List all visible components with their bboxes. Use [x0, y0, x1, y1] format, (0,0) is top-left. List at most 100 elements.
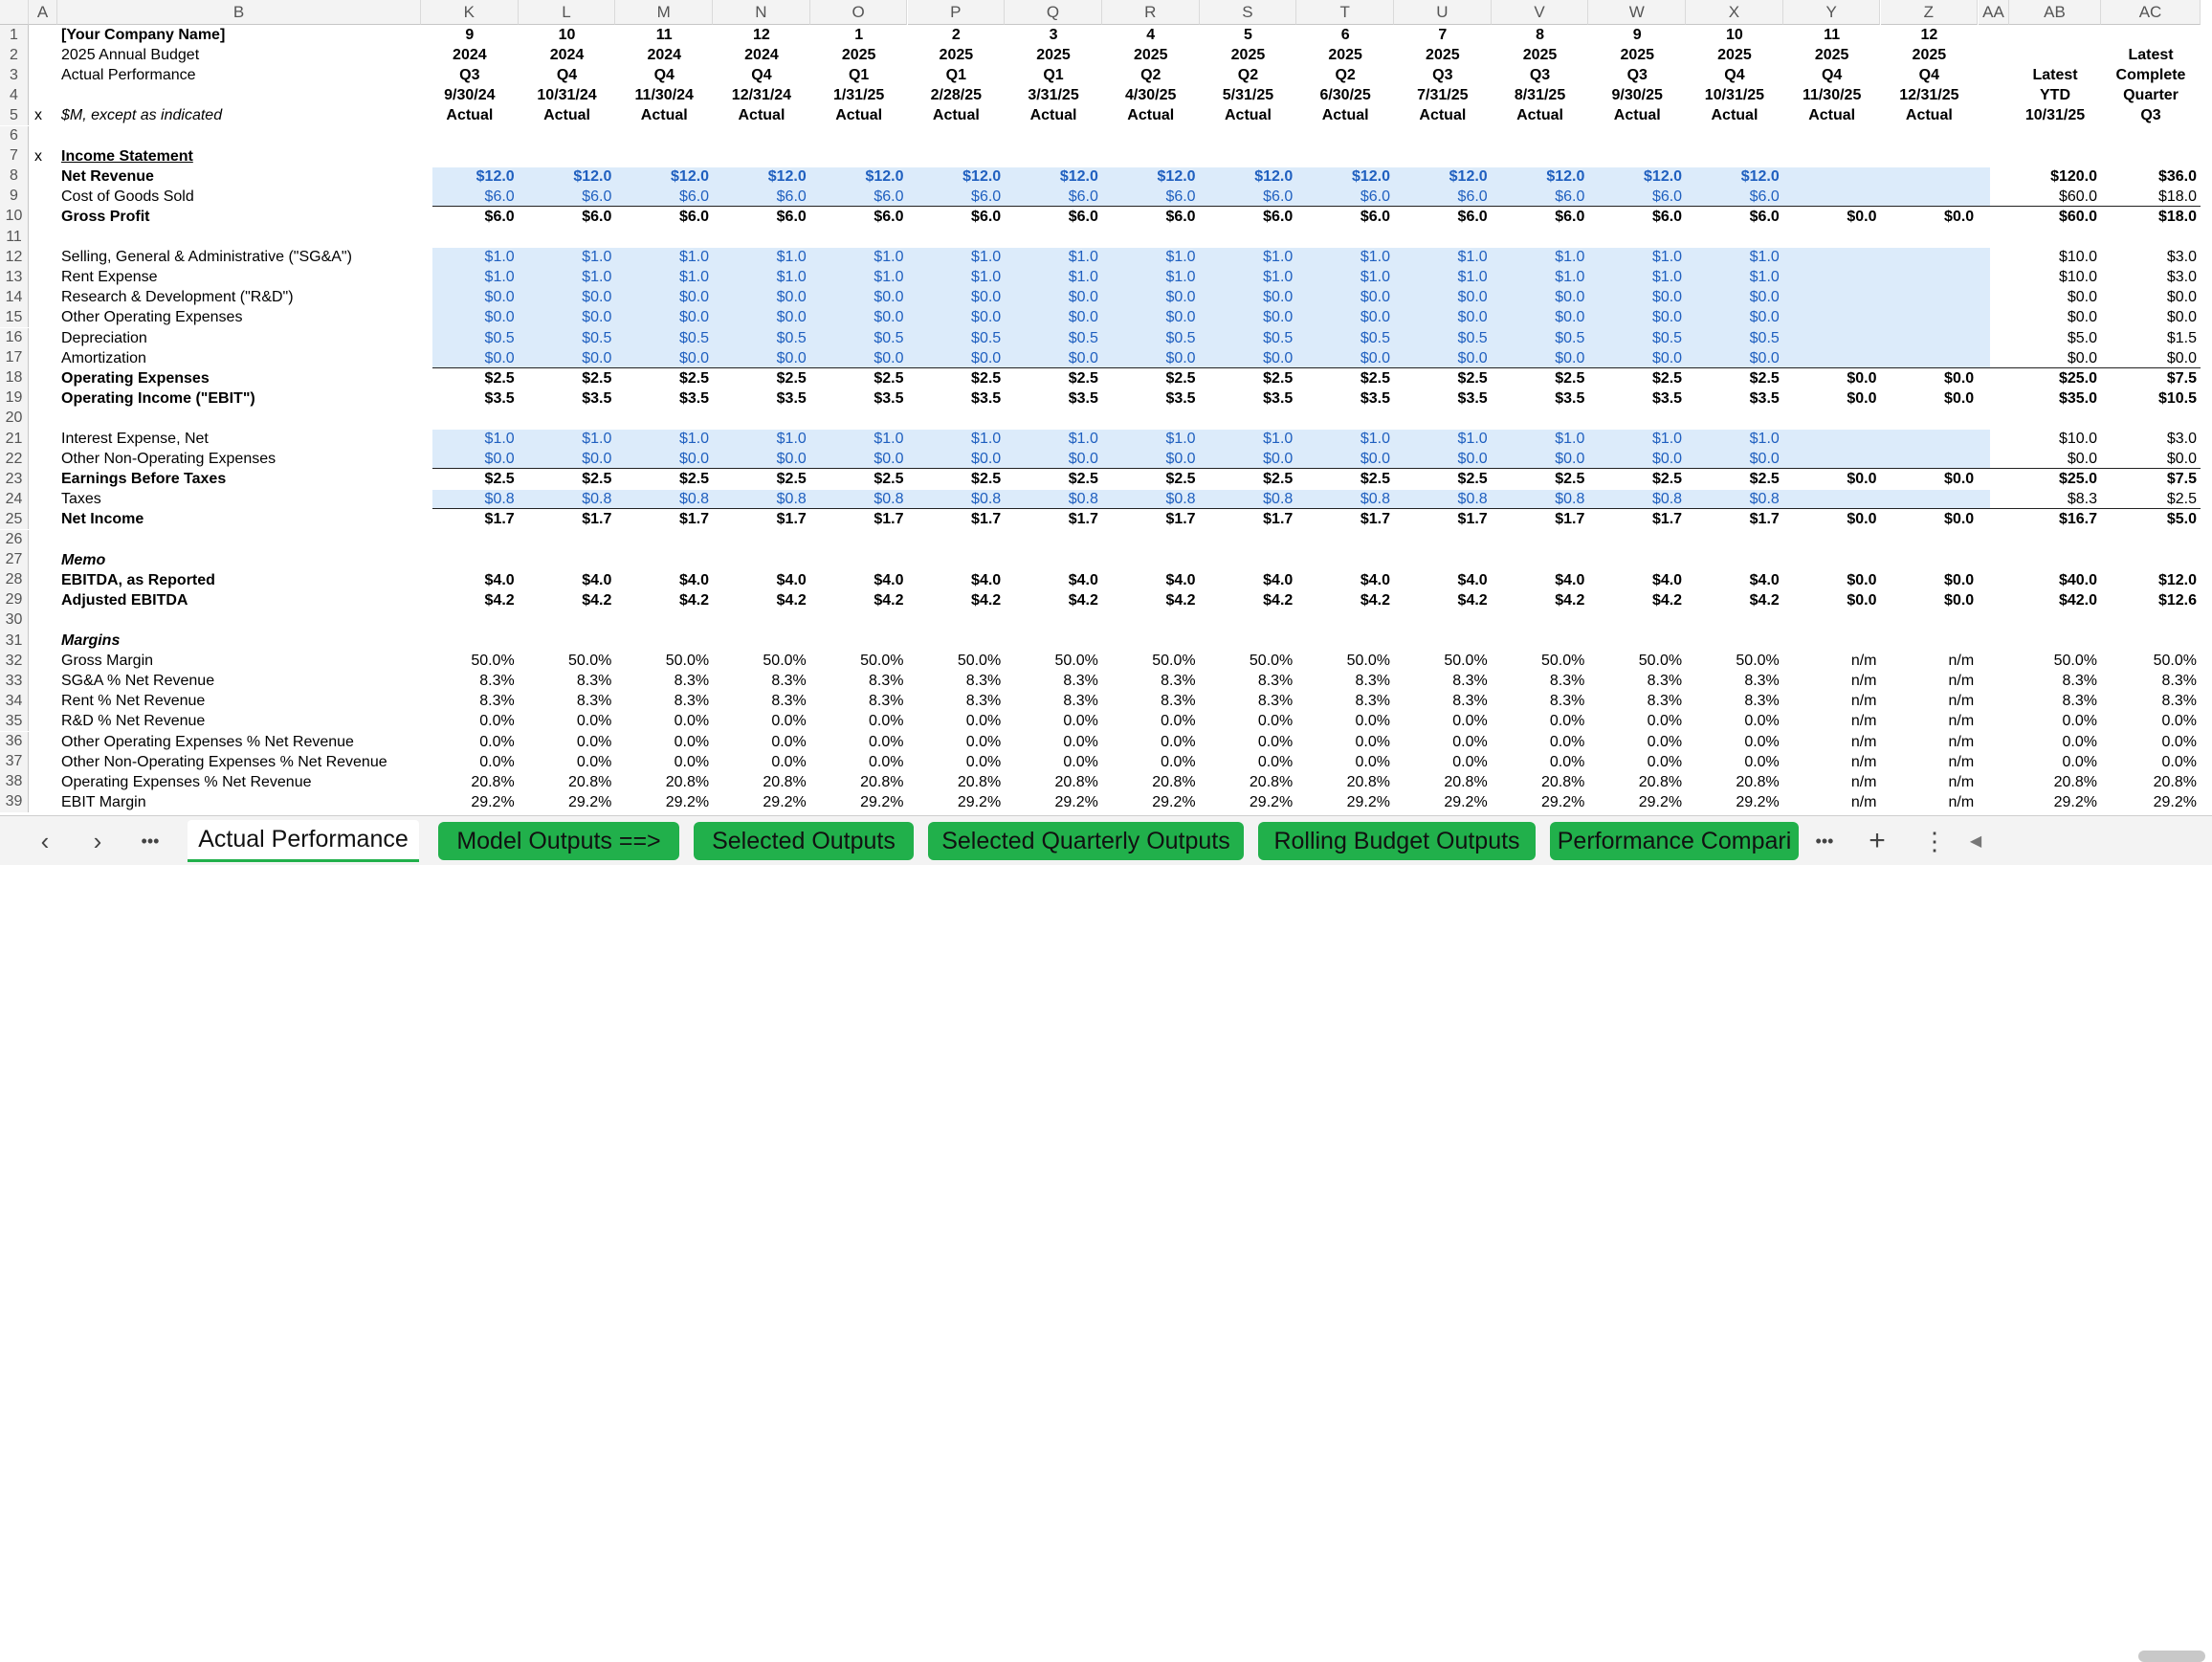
period-quarter[interactable]: Q2	[1237, 67, 1259, 84]
row-header-5[interactable]: 5	[0, 105, 29, 126]
value-cell[interactable]: $4.2	[971, 591, 1002, 609]
value-cell[interactable]: $1.0	[484, 269, 515, 286]
sheet-tab[interactable]: Selected Outputs	[694, 822, 914, 860]
period-month[interactable]: 12	[753, 27, 770, 43]
value-cell[interactable]: $0.0	[1651, 289, 1683, 306]
period-date[interactable]: 7/31/25	[1417, 87, 1469, 104]
value-cell[interactable]: 0.0%	[1744, 733, 1780, 750]
summary-header-quarter[interactable]: Quarter	[2123, 87, 2179, 104]
value-cell-ytd[interactable]: 20.8%	[2053, 773, 2097, 790]
period-date[interactable]: 11/30/24	[634, 87, 694, 104]
value-cell[interactable]: 8.3%	[1647, 673, 1683, 690]
period-year[interactable]: 2024	[647, 47, 682, 64]
value-cell[interactable]	[1885, 267, 1975, 287]
row-header-8[interactable]: 8	[0, 166, 29, 187]
value-cell[interactable]: $0.0	[874, 289, 904, 306]
horizontal-scrollbar-thumb[interactable]	[2138, 1651, 2205, 1662]
value-cell[interactable]: 8.3%	[1355, 693, 1390, 710]
row-label[interactable]: Gross Margin	[61, 653, 154, 670]
row-label[interactable]: Other Operating Expenses	[61, 309, 243, 326]
value-cell[interactable]: $6.0	[484, 188, 515, 205]
value-cell-quarter[interactable]: $3.0	[2166, 269, 2197, 286]
value-cell[interactable]: $0.5	[582, 329, 612, 346]
value-cell[interactable]: $0.8	[874, 491, 904, 508]
value-cell[interactable]: $0.0	[776, 451, 807, 468]
value-cell[interactable]: $0.8	[1165, 491, 1196, 508]
value-cell-quarter[interactable]: $0.0	[2166, 451, 2197, 468]
value-cell[interactable]: $4.2	[1068, 591, 1098, 609]
value-cell[interactable]: $3.5	[776, 389, 807, 407]
period-date[interactable]: 10/31/25	[1704, 87, 1765, 104]
value-cell[interactable]: 8.3%	[1063, 693, 1098, 710]
period-quarter[interactable]: Q1	[945, 67, 967, 84]
value-cell[interactable]: $0.0	[1360, 289, 1390, 306]
value-cell[interactable]: $0.0	[1847, 369, 1877, 387]
value-cell[interactable]: $0.0	[1555, 289, 1585, 306]
row-header-9[interactable]: 9	[0, 186, 29, 207]
period-quarter[interactable]: Q1	[848, 67, 870, 84]
value-cell[interactable]: 29.2%	[471, 793, 515, 810]
row-header-24[interactable]: 24	[0, 489, 29, 510]
column-header-a[interactable]: A	[29, 0, 57, 25]
period-month[interactable]: 9	[1632, 27, 1642, 43]
value-cell[interactable]: 0.0%	[576, 753, 612, 770]
row-header-6[interactable]: 6	[0, 125, 29, 146]
row-label[interactable]: Net Revenue	[61, 167, 154, 185]
value-cell[interactable]: $0.0	[678, 349, 710, 366]
value-cell[interactable]: n/m	[1850, 653, 1877, 670]
period-year[interactable]: 2024	[453, 47, 487, 64]
value-cell[interactable]: $6.0	[1165, 208, 1196, 225]
period-quarter[interactable]: Q4	[751, 67, 772, 84]
value-cell[interactable]: $0.0	[1068, 349, 1098, 366]
value-cell[interactable]: $4.2	[582, 591, 612, 609]
value-cell[interactable]: 8.3%	[576, 693, 612, 710]
value-cell[interactable]: 20.8%	[763, 773, 807, 790]
value-cell[interactable]: $2.5	[582, 369, 612, 387]
row-header-30[interactable]: 30	[0, 609, 29, 631]
value-cell[interactable]: $6.0	[1457, 208, 1488, 225]
row-header-12[interactable]: 12	[0, 247, 29, 268]
value-cell[interactable]: $2.5	[484, 471, 515, 488]
value-cell[interactable]: 0.0%	[1549, 733, 1585, 750]
value-cell-ytd[interactable]: $42.0	[2058, 591, 2097, 609]
value-cell[interactable]: $1.7	[776, 511, 807, 528]
value-cell[interactable]: $1.0	[776, 269, 807, 286]
value-cell[interactable]: 8.3%	[965, 693, 1002, 710]
value-cell[interactable]	[1885, 166, 1975, 187]
period-year[interactable]: 2025	[939, 47, 974, 64]
sheet-tab[interactable]: Performance Compari	[1550, 822, 1799, 860]
value-cell[interactable]	[1787, 287, 1877, 307]
value-cell[interactable]: $0.5	[874, 329, 904, 346]
value-cell[interactable]: 50.0%	[1346, 653, 1390, 670]
value-cell[interactable]: $2.5	[1457, 471, 1488, 488]
value-cell[interactable]: n/m	[1948, 733, 1975, 750]
value-cell[interactable]: n/m	[1948, 793, 1975, 810]
value-cell[interactable]: n/m	[1948, 653, 1975, 670]
value-cell[interactable]: 20.8%	[1736, 773, 1780, 790]
row-label[interactable]: Operating Expenses % Net Revenue	[61, 773, 312, 790]
row-label[interactable]: Other Operating Expenses % Net Revenue	[61, 733, 354, 750]
column-header-r[interactable]: R	[1101, 0, 1200, 25]
select-all-corner[interactable]	[0, 0, 29, 25]
period-status[interactable]: Actual	[1711, 107, 1759, 124]
value-cell-quarter[interactable]: $2.5	[2166, 491, 2197, 508]
value-cell[interactable]: $2.5	[678, 369, 710, 387]
value-cell[interactable]: $2.5	[1068, 369, 1098, 387]
value-cell[interactable]: $12.0	[1644, 167, 1683, 185]
value-cell-ytd[interactable]: $0.0	[2067, 349, 2097, 366]
value-cell[interactable]: n/m	[1948, 753, 1975, 770]
value-cell[interactable]: $12.0	[1059, 167, 1098, 185]
period-status[interactable]: Actual	[543, 107, 590, 124]
value-cell[interactable]: $4.2	[1651, 591, 1683, 609]
value-cell[interactable]: $4.2	[1457, 591, 1488, 609]
value-cell[interactable]: $4.2	[874, 591, 904, 609]
value-cell[interactable]: $1.7	[484, 511, 515, 528]
value-cell[interactable]	[1787, 348, 1877, 368]
value-cell[interactable]: n/m	[1948, 773, 1975, 790]
value-cell[interactable]: $3.5	[1749, 389, 1780, 407]
value-cell[interactable]: $4.0	[971, 571, 1002, 588]
value-cell[interactable]: $0.8	[1068, 491, 1098, 508]
row-label[interactable]: Rent Expense	[61, 269, 158, 286]
period-year[interactable]: 2025	[1717, 47, 1752, 64]
value-cell[interactable]: $1.0	[1457, 431, 1488, 447]
